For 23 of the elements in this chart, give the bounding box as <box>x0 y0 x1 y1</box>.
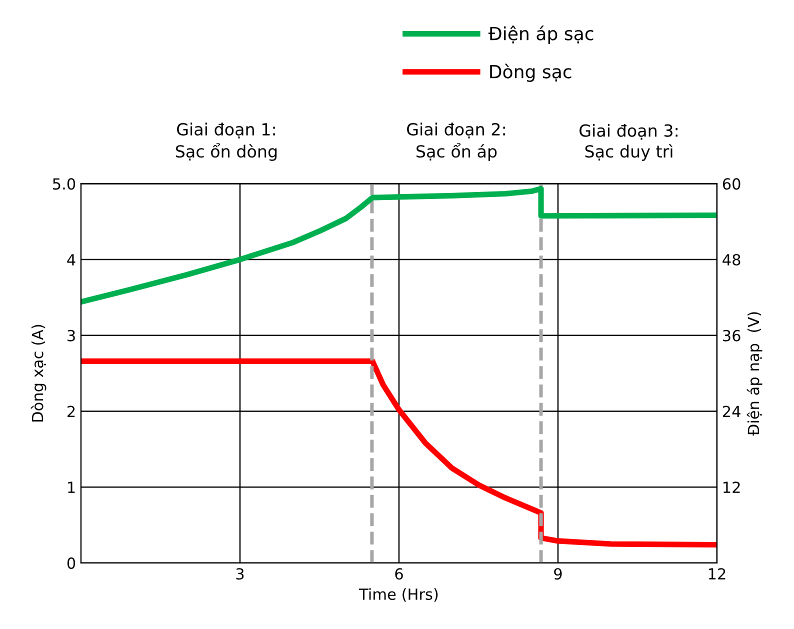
y-tick-label: 5.0 <box>53 178 76 190</box>
y-tick-label: 0 <box>67 557 76 569</box>
x-tick-label: 12 <box>708 568 726 580</box>
x-tick-label: 6 <box>395 568 403 580</box>
y-tick-label: 4 <box>67 254 76 266</box>
x-tick-label: 3 <box>236 568 244 580</box>
text: Giai đoạn 1: Sạc ổn dòng <box>176 122 277 161</box>
y-tick-label: 2 <box>68 406 75 418</box>
y-tick-label: 3 <box>68 330 75 342</box>
x-axis-title: Time (Hrs) <box>358 588 438 602</box>
x-tick-label: 9 <box>554 568 562 580</box>
y2-tick-label: 48 <box>722 254 740 266</box>
y-tick-label: 1 <box>68 482 75 493</box>
text: Giai đoạn 2: Sạc ổn áp <box>407 122 505 161</box>
y2-tick-label: 60 <box>722 178 740 190</box>
y2-axis-title: Điện áp nạp (V) <box>746 312 762 436</box>
y2-tick-label: 24 <box>722 406 740 418</box>
y2-tick-label: 36 <box>723 330 740 342</box>
legend-label: Điện áp sạc <box>488 26 594 44</box>
legend-label: Dòng sạc <box>490 64 572 82</box>
y-axis-title: Dòng xạc (A) <box>30 324 46 422</box>
text: Giai đoạn 3: Sạc duy trì <box>580 124 678 161</box>
y2-tick-label: 12 <box>724 482 740 493</box>
